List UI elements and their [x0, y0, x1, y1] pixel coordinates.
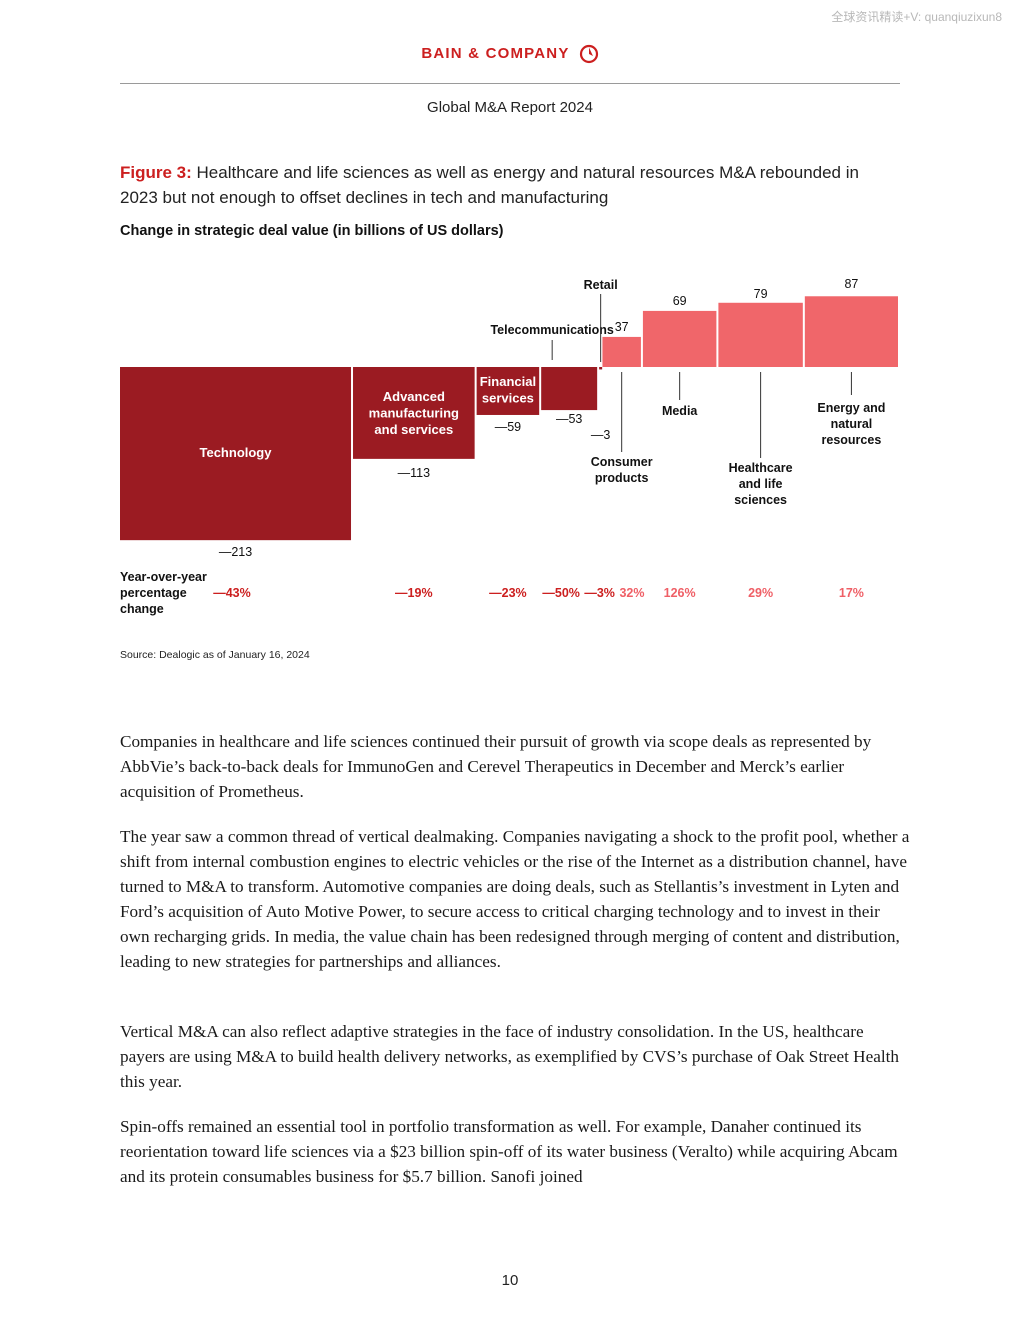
value-label-retail: —3	[591, 428, 611, 442]
category-label-telecommunications: Telecommunications	[490, 323, 613, 337]
bar-5	[602, 336, 641, 367]
yoy-value-5: 32%	[619, 586, 644, 600]
paragraph-3: Vertical M&A can also reflect adaptive s…	[120, 1022, 899, 1091]
bain-logo-icon	[579, 44, 598, 64]
yoy-value-0: —43%	[213, 586, 251, 600]
value-label-healthcare: 79	[754, 287, 768, 301]
figure-label: Figure 3:	[120, 163, 192, 182]
watermark: 全球资讯精读+V: quanqiuzixun8	[831, 10, 1002, 24]
value-label-energy: 87	[844, 277, 858, 291]
category-label-healthcare: Healthcare and life sciences	[729, 461, 793, 507]
category-label-retail: Retail	[584, 278, 618, 292]
bar-3	[541, 367, 598, 411]
chart-source: Source: Dealogic as of January 16, 2024	[120, 649, 310, 661]
brand-name: BAIN & COMPANY	[421, 44, 570, 62]
bar-2	[476, 367, 540, 415]
paragraph-1: Companies in healthcare and life science…	[120, 732, 872, 801]
yoy-value-4: —3%	[584, 586, 615, 600]
yoy-value-7: 29%	[748, 586, 773, 600]
yoy-value-3: —50%	[542, 586, 580, 600]
category-label-advanced-manufacturing: Advanced manufacturing and services	[369, 389, 459, 437]
figure-title: Figure 3: Healthcare and life sciences a…	[120, 160, 900, 210]
page-number: 10	[501, 1272, 519, 1289]
yoy-value-2: —23%	[489, 586, 527, 600]
paragraph-4: Spin-offs remained an essential tool in …	[120, 1117, 898, 1186]
value-label-advanced-manufacturing: —113	[398, 466, 430, 480]
bar-7	[718, 302, 803, 367]
category-label-media: Media	[662, 404, 698, 418]
value-label-consumer-products: 37	[615, 320, 629, 334]
value-label-financial-services: —59	[495, 420, 521, 434]
header-divider	[120, 83, 900, 84]
yoy-value-8: 17%	[839, 586, 864, 600]
category-label-energy: Energy and natural resources	[817, 401, 885, 447]
bar-6	[642, 310, 717, 367]
yoy-value-6: 126%	[664, 586, 696, 600]
figure-title-text: Healthcare and life sciences as well as …	[120, 163, 859, 207]
bar-4	[599, 367, 603, 370]
bar-0	[120, 367, 352, 541]
value-label-telecommunications: —53	[556, 412, 582, 426]
category-label-consumer-products: Consumer products	[591, 455, 653, 485]
brand-header: BAIN & COMPANY	[0, 44, 1020, 64]
bar-1	[353, 367, 475, 459]
chart-subtitle: Change in strategic deal value (in billi…	[120, 223, 504, 239]
paragraph-2: The year saw a common thread of vertical…	[120, 827, 910, 971]
value-label-media: 69	[673, 294, 687, 308]
yoy-row-label: Year-over-year percentage change	[120, 570, 207, 616]
waterfall-chart: Technology Advanced manufacturing and servi…	[120, 277, 898, 616]
yoy-value-1: —19%	[395, 586, 433, 600]
report-title: Global M&A Report 2024	[427, 99, 593, 116]
value-label-technology: —213	[219, 545, 252, 559]
category-label-technology: Technology	[200, 445, 273, 460]
bar-8	[804, 296, 898, 367]
category-label-financial-services: Financial services	[480, 374, 536, 406]
